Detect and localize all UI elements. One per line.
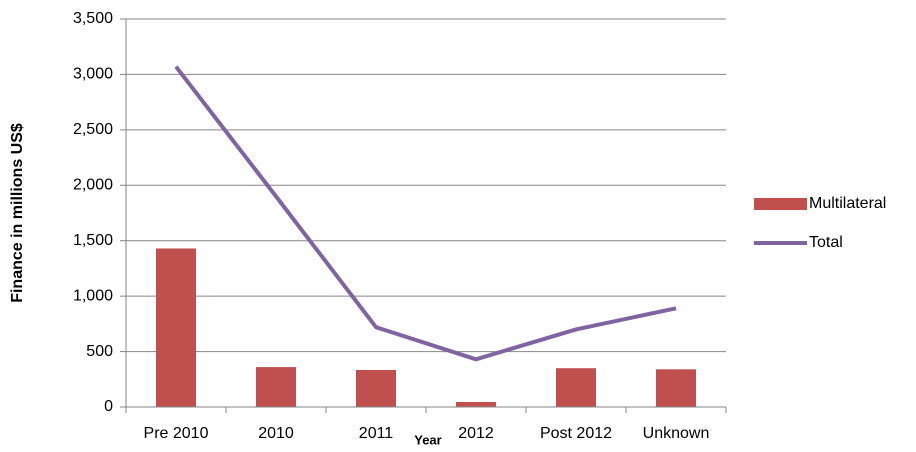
x-tick-label: Unknown [643,425,710,442]
bar [456,402,496,407]
line [174,65,677,362]
legend-label: Total [809,234,843,251]
legend-label: Multilateral [809,195,886,212]
bar [156,248,196,407]
y-tick-label: 2,500 [73,121,113,138]
legend-swatch [754,198,807,210]
x-tick-label: Post 2012 [540,425,612,442]
bar [256,367,296,407]
y-tick-label: 3,500 [73,10,113,27]
y-axis-label: Finance in millions US$ [9,123,26,303]
y-tick-label: 1,500 [73,232,113,249]
bar [656,369,696,407]
x-tick-label: 2012 [458,425,494,442]
y-tick-label: 0 [104,398,113,415]
x-tick-label: 2011 [359,425,394,442]
bar [356,369,396,407]
x-axis-label: Year [414,432,441,447]
y-tick-label: 2,000 [73,177,113,194]
y-tick-label: 500 [86,343,113,360]
bar [556,368,596,407]
y-tick-label: 1,000 [73,287,113,304]
x-tick-label: 2010 [258,425,294,442]
x-tick-label: Pre 2010 [144,425,209,442]
y-tick-label: 3,000 [73,66,113,83]
